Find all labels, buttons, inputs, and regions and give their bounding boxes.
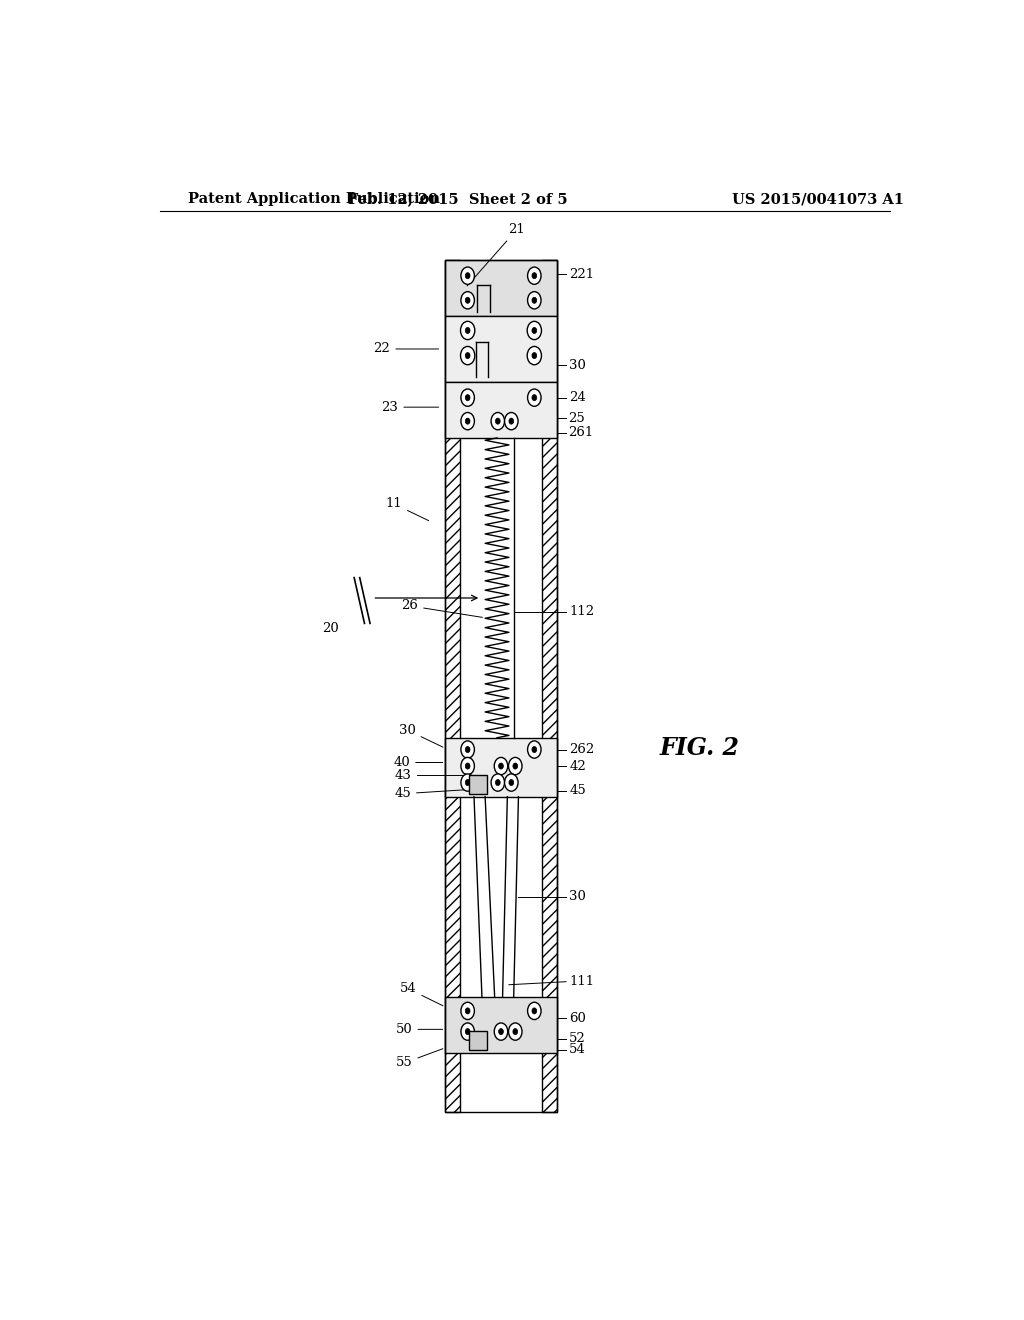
Circle shape bbox=[527, 346, 542, 364]
Text: 21: 21 bbox=[467, 223, 525, 286]
Circle shape bbox=[465, 747, 470, 752]
Circle shape bbox=[461, 774, 474, 791]
Circle shape bbox=[509, 1023, 522, 1040]
Text: 30: 30 bbox=[399, 723, 443, 747]
Text: 30: 30 bbox=[569, 359, 586, 372]
Text: 111: 111 bbox=[569, 975, 594, 989]
Circle shape bbox=[465, 418, 470, 424]
Circle shape bbox=[465, 297, 470, 304]
Text: 23: 23 bbox=[382, 401, 438, 413]
Text: 52: 52 bbox=[569, 1032, 586, 1045]
Text: Feb. 12, 2015  Sheet 2 of 5: Feb. 12, 2015 Sheet 2 of 5 bbox=[347, 191, 567, 206]
Bar bbox=[445, 260, 460, 1111]
Bar bbox=[460, 260, 543, 1111]
Circle shape bbox=[531, 352, 537, 359]
Circle shape bbox=[527, 1002, 541, 1019]
Circle shape bbox=[465, 273, 470, 279]
Circle shape bbox=[461, 267, 474, 284]
Text: 60: 60 bbox=[569, 1011, 586, 1024]
Circle shape bbox=[527, 741, 541, 758]
Bar bbox=[445, 260, 557, 315]
Bar bbox=[445, 260, 557, 1111]
Text: 54: 54 bbox=[569, 1043, 586, 1056]
Circle shape bbox=[496, 780, 500, 785]
Circle shape bbox=[461, 292, 474, 309]
Circle shape bbox=[495, 1023, 508, 1040]
Circle shape bbox=[495, 758, 508, 775]
Circle shape bbox=[527, 321, 542, 339]
Circle shape bbox=[509, 418, 514, 424]
Circle shape bbox=[531, 297, 537, 304]
Text: 11: 11 bbox=[385, 498, 429, 520]
Text: 54: 54 bbox=[399, 982, 443, 1006]
Circle shape bbox=[465, 763, 470, 770]
Bar bbox=[445, 997, 557, 1053]
Circle shape bbox=[527, 389, 541, 407]
Text: 25: 25 bbox=[567, 412, 585, 425]
Text: 45: 45 bbox=[394, 787, 465, 800]
Circle shape bbox=[465, 352, 470, 359]
Text: 45: 45 bbox=[569, 784, 586, 797]
Circle shape bbox=[465, 395, 470, 401]
Circle shape bbox=[496, 418, 500, 424]
Circle shape bbox=[531, 273, 537, 279]
Circle shape bbox=[499, 1028, 504, 1035]
Circle shape bbox=[513, 1028, 518, 1035]
Circle shape bbox=[461, 389, 474, 407]
Circle shape bbox=[505, 413, 518, 430]
Circle shape bbox=[527, 267, 541, 284]
Text: 221: 221 bbox=[569, 268, 594, 281]
Circle shape bbox=[465, 1028, 470, 1035]
Bar bbox=[445, 738, 557, 797]
Text: 30: 30 bbox=[569, 890, 586, 903]
Circle shape bbox=[461, 1023, 474, 1040]
Bar bbox=[445, 381, 557, 438]
Circle shape bbox=[465, 327, 470, 334]
Text: 261: 261 bbox=[567, 426, 593, 440]
Text: Patent Application Publication: Patent Application Publication bbox=[187, 191, 439, 206]
Bar bbox=[469, 1031, 486, 1049]
Circle shape bbox=[461, 758, 474, 775]
Circle shape bbox=[531, 395, 537, 401]
Text: 50: 50 bbox=[396, 1023, 442, 1036]
Text: 26: 26 bbox=[401, 599, 482, 618]
Circle shape bbox=[509, 758, 522, 775]
Text: 112: 112 bbox=[569, 606, 594, 618]
Text: 40: 40 bbox=[393, 756, 442, 770]
Text: 43: 43 bbox=[395, 770, 465, 781]
Circle shape bbox=[461, 1002, 474, 1019]
Circle shape bbox=[461, 321, 475, 339]
Circle shape bbox=[527, 292, 541, 309]
Text: 262: 262 bbox=[569, 743, 595, 756]
Text: 42: 42 bbox=[569, 759, 586, 772]
Text: 55: 55 bbox=[396, 1048, 442, 1069]
Text: 22: 22 bbox=[374, 342, 438, 355]
Circle shape bbox=[465, 780, 470, 785]
Circle shape bbox=[531, 1008, 537, 1014]
Text: FIG. 2: FIG. 2 bbox=[659, 737, 739, 760]
Bar bbox=[543, 260, 557, 1111]
Circle shape bbox=[531, 327, 537, 334]
Text: 24: 24 bbox=[569, 391, 586, 404]
Circle shape bbox=[461, 741, 474, 758]
Circle shape bbox=[509, 780, 514, 785]
Circle shape bbox=[513, 763, 518, 770]
Circle shape bbox=[499, 763, 504, 770]
Circle shape bbox=[505, 774, 518, 791]
Text: US 2015/0041073 A1: US 2015/0041073 A1 bbox=[732, 191, 904, 206]
Circle shape bbox=[461, 346, 475, 364]
Circle shape bbox=[465, 1008, 470, 1014]
Bar bbox=[469, 775, 486, 793]
Circle shape bbox=[492, 774, 505, 791]
Circle shape bbox=[461, 413, 474, 430]
Bar bbox=[445, 315, 557, 381]
Circle shape bbox=[492, 413, 505, 430]
Text: 20: 20 bbox=[322, 622, 339, 635]
Circle shape bbox=[531, 747, 537, 752]
